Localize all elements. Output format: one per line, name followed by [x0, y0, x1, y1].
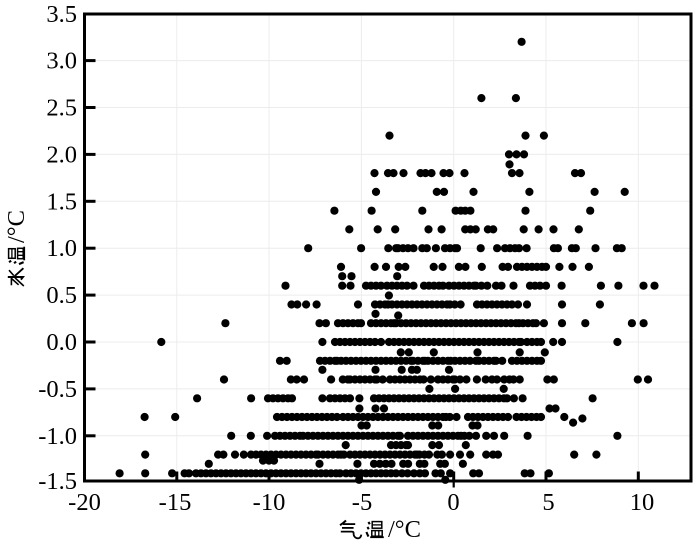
svg-text:-1.5: -1.5 [38, 468, 77, 495]
svg-text:-0.5: -0.5 [38, 376, 77, 403]
svg-text:/°C: /°C [388, 516, 421, 543]
svg-text:/°C: /°C [3, 210, 30, 243]
svg-text:0: 0 [447, 489, 459, 516]
svg-text:-5: -5 [352, 489, 372, 516]
svg-text:-20: -20 [68, 489, 101, 516]
svg-text:1.0: 1.0 [46, 235, 77, 262]
svg-text:10: 10 [630, 489, 655, 516]
svg-text:-10: -10 [253, 489, 286, 516]
svg-text:0.5: 0.5 [46, 282, 77, 309]
svg-text:-15: -15 [159, 489, 192, 516]
svg-text:-1.0: -1.0 [38, 423, 77, 450]
svg-text:3.5: 3.5 [46, 1, 77, 28]
svg-text:0.0: 0.0 [46, 329, 77, 356]
svg-text:5: 5 [542, 489, 554, 516]
svg-text:2.0: 2.0 [46, 141, 77, 168]
svg-text:3.0: 3.0 [46, 48, 77, 75]
svg-text:1.5: 1.5 [46, 188, 77, 215]
svg-text:2.5: 2.5 [46, 95, 77, 122]
